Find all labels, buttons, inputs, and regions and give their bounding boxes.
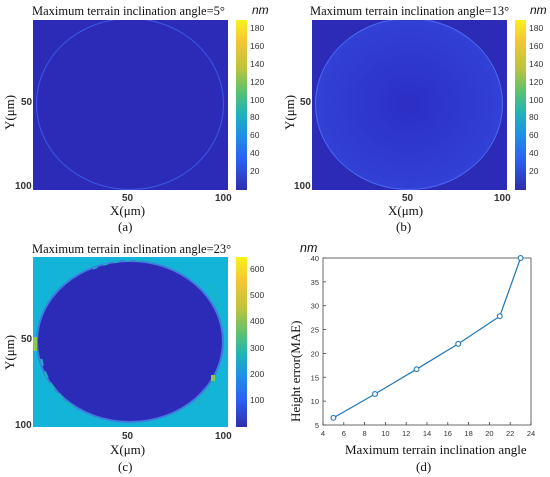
colorbar-tick-label: 40 (250, 148, 260, 159)
y-tick-label: 5 (315, 421, 319, 430)
panel-a-colorbar (236, 20, 247, 190)
panel-c-colorbar (236, 257, 247, 427)
colorbar-tick-label: 100 (529, 94, 544, 105)
colorbar-tick-label: 100 (250, 394, 265, 405)
x-tick-label: 18 (464, 429, 472, 438)
colorbar-tick-label: 20 (529, 166, 539, 177)
y-tick-label: 30 (311, 302, 319, 311)
data-point-marker (455, 340, 462, 347)
y-tick-label: 20 (311, 349, 319, 358)
colorbar-tick-label: 160 (529, 40, 544, 51)
panel-d-yunit: nm (300, 241, 318, 255)
panel-a-xtick-50: 50 (122, 193, 134, 204)
panel-b-ytick-50: 50 (300, 97, 312, 108)
colorbar-tick-label: 60 (529, 130, 539, 141)
panel-c-xtick-100: 100 (215, 431, 232, 442)
panel-b-title: Maximum terrain inclination angle=13° (310, 4, 510, 18)
panel-c-title: Maximum terrain inclination angle=23° (32, 242, 232, 256)
colorbar-tick-label: 140 (529, 58, 544, 69)
x-tick-label: 10 (381, 429, 389, 438)
panel-d-label: (d) (416, 459, 432, 474)
panel-b-circle (315, 20, 503, 190)
panel-a-colorbar-unit: nm (252, 3, 269, 17)
panel-a-label: (a) (118, 219, 133, 234)
panel-c-label: (c) (118, 459, 133, 474)
panel-b-label: (b) (396, 219, 412, 234)
y-tick-label: 10 (311, 397, 319, 406)
panel-b-colorbar-unit: nm (530, 3, 547, 17)
panel-c-ytick-100: 100 (15, 420, 32, 431)
colorbar-tick-label: 80 (529, 112, 539, 123)
panel-c-edge-artifacts (33, 259, 222, 408)
colorbar-tick-label: 80 (250, 112, 260, 123)
y-tick-label: 25 (311, 326, 319, 335)
colorbar-tick-label: 500 (250, 290, 265, 301)
data-point-marker (330, 414, 337, 421)
x-tick-label: 16 (444, 429, 452, 438)
panel-a-circle-boundary (36, 20, 224, 190)
colorbar-tick-label: 120 (250, 76, 265, 87)
data-point-marker (517, 255, 524, 261)
data-point-marker (372, 391, 378, 397)
colorbar-tick-label: 40 (529, 148, 539, 159)
colorbar-tick-label: 160 (250, 40, 265, 51)
panel-b-xtick-50: 50 (402, 193, 414, 204)
x-tick-label: 12 (402, 429, 410, 438)
data-point-marker (413, 366, 420, 373)
y-tick-label: 15 (311, 373, 319, 382)
colorbar-tick-label: 400 (250, 316, 265, 327)
colorbar-tick-label: 300 (250, 342, 265, 353)
colorbar-tick-label: 120 (529, 76, 544, 87)
y-tick-label: 35 (311, 278, 319, 287)
colorbar-tick-label: 100 (250, 94, 265, 105)
panel-d-ylabel: Height error(MAE) (288, 320, 303, 422)
colorbar-tick-label: 600 (250, 264, 265, 275)
panel-a-ytick-100: 100 (15, 181, 32, 192)
panel-b-colorbar (515, 20, 526, 190)
y-tick-label: 40 (311, 254, 319, 263)
x-tick-label: 8 (363, 429, 367, 438)
panel-c-circle (36, 260, 224, 423)
panel-b-heatmap (312, 20, 507, 190)
panel-b-xtick-100: 100 (494, 193, 511, 204)
panel-a-xlabel: X(μm) (110, 203, 146, 218)
x-tick-label: 14 (423, 429, 431, 438)
colorbar-tick-label: 180 (529, 22, 544, 33)
panel-b-ytick-100: 100 (294, 181, 311, 192)
panel-c-ytick-50: 50 (21, 334, 33, 345)
panel-a-ytick-50: 50 (21, 97, 33, 108)
panel-d-plot-frame (322, 257, 532, 426)
x-tick-label: 6 (342, 429, 346, 438)
panel-a-title: Maximum terrain inclination angle=5° (32, 4, 225, 18)
colorbar-tick-label: 200 (250, 368, 265, 379)
colorbar-tick-label: 180 (250, 22, 265, 33)
panel-d-series-line (333, 257, 522, 419)
panel-c-xlabel: X(μm) (110, 442, 146, 457)
colorbar-tick-label: 20 (250, 166, 260, 177)
x-tick-label: 4 (321, 429, 325, 438)
panel-d-xlabel: Maximum terrain inclination angle (345, 442, 527, 457)
panel-a-xtick-100: 100 (215, 193, 232, 204)
panel-c-xtick-50: 50 (122, 431, 134, 442)
x-tick-label: 22 (506, 429, 514, 438)
x-tick-label: 20 (485, 429, 493, 438)
colorbar-tick-label: 60 (250, 130, 260, 141)
panel-b-xlabel: X(μm) (388, 203, 424, 218)
panel-a-heatmap (33, 20, 228, 190)
data-point-marker (496, 313, 503, 320)
panel-c-heatmap (33, 257, 228, 427)
x-tick-label: 24 (527, 429, 535, 438)
colorbar-tick-label: 140 (250, 58, 265, 69)
